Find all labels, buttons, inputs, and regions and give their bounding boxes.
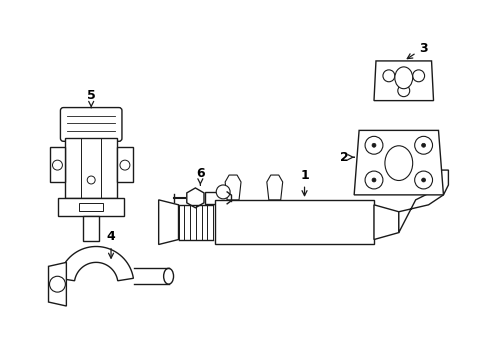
- Text: 4: 4: [106, 230, 115, 258]
- Polygon shape: [373, 205, 398, 239]
- Bar: [117, 147, 133, 182]
- Circle shape: [216, 185, 230, 199]
- Bar: [83, 216, 99, 240]
- Circle shape: [382, 70, 394, 82]
- Ellipse shape: [163, 268, 173, 284]
- Circle shape: [87, 176, 95, 184]
- Circle shape: [120, 160, 130, 170]
- Text: 6: 6: [196, 167, 204, 185]
- Circle shape: [371, 143, 375, 147]
- Text: 3: 3: [407, 41, 427, 59]
- Text: 2: 2: [339, 151, 353, 164]
- Text: 1: 1: [300, 168, 308, 196]
- Circle shape: [365, 171, 382, 189]
- Circle shape: [52, 160, 62, 170]
- Ellipse shape: [384, 146, 412, 180]
- Bar: [59, 198, 123, 216]
- Text: 5: 5: [87, 89, 95, 108]
- Circle shape: [49, 276, 65, 292]
- Circle shape: [421, 143, 425, 147]
- Polygon shape: [398, 170, 447, 233]
- Ellipse shape: [394, 67, 412, 89]
- Bar: [79, 203, 103, 211]
- Circle shape: [414, 136, 432, 154]
- Polygon shape: [353, 130, 443, 195]
- Bar: [65, 138, 117, 198]
- Circle shape: [414, 171, 432, 189]
- Circle shape: [397, 85, 409, 96]
- Circle shape: [371, 178, 375, 182]
- Polygon shape: [373, 61, 433, 100]
- Polygon shape: [59, 247, 133, 281]
- Bar: [215, 200, 373, 244]
- Bar: [49, 147, 65, 182]
- Polygon shape: [224, 175, 241, 200]
- Polygon shape: [158, 200, 178, 244]
- Polygon shape: [48, 262, 66, 306]
- Polygon shape: [186, 188, 203, 208]
- Circle shape: [365, 136, 382, 154]
- Circle shape: [421, 178, 425, 182]
- Polygon shape: [266, 175, 282, 200]
- FancyBboxPatch shape: [61, 108, 122, 141]
- Bar: [205, 192, 226, 204]
- Circle shape: [412, 70, 424, 82]
